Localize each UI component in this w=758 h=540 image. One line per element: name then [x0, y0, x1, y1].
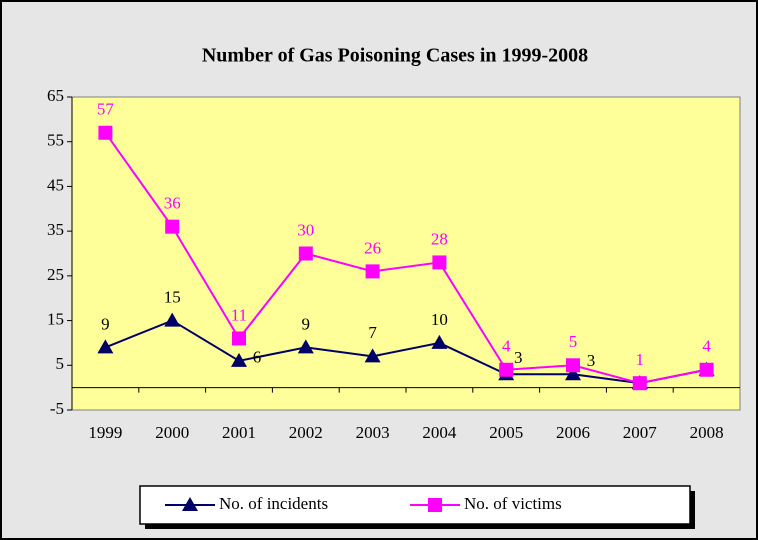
- marker: [298, 246, 313, 261]
- marker: [499, 362, 514, 377]
- x-tick-label: 2006: [556, 423, 590, 442]
- data-label: 4: [502, 337, 511, 356]
- series-line: [104, 132, 707, 385]
- marker: [428, 498, 442, 512]
- x-tick-label: 1999: [88, 423, 122, 442]
- marker: [165, 219, 180, 234]
- marker: [231, 352, 247, 367]
- data-label: 1: [636, 350, 645, 369]
- data-label: 5: [569, 332, 578, 351]
- marker: [432, 255, 447, 270]
- legend-label: No. of incidents: [219, 494, 328, 513]
- marker: [565, 366, 581, 381]
- x-tick-label: 2002: [289, 423, 323, 442]
- marker: [364, 348, 381, 363]
- data-label: 57: [97, 100, 115, 119]
- marker: [97, 339, 114, 354]
- marker: [98, 125, 113, 140]
- data-label: 28: [431, 229, 448, 248]
- y-tick-label: 55: [47, 131, 64, 150]
- data-label: 9: [302, 314, 311, 333]
- data-label: 7: [368, 323, 377, 342]
- data-label: 6: [253, 348, 262, 367]
- marker: [365, 264, 380, 279]
- series-line: [105, 319, 707, 385]
- marker: [182, 497, 198, 511]
- marker: [699, 362, 714, 377]
- marker: [632, 376, 647, 391]
- x-tick-label: 2003: [356, 423, 390, 442]
- data-label: 30: [297, 220, 314, 239]
- x-tick-label: 2000: [155, 423, 189, 442]
- marker: [431, 334, 448, 349]
- data-label: 11: [231, 305, 247, 324]
- x-tick-label: 2005: [489, 423, 523, 442]
- x-tick-label: 2004: [422, 423, 457, 442]
- x-tick-label: 2007: [623, 423, 658, 442]
- data-label: 4: [702, 337, 711, 356]
- marker: [164, 312, 181, 327]
- data-label: 3: [587, 351, 596, 370]
- y-tick-label: 45: [47, 175, 64, 194]
- y-tick-label: -5: [50, 399, 64, 418]
- data-label: 10: [431, 310, 448, 329]
- x-tick-label: 2008: [690, 423, 724, 442]
- x-tick-label: 2001: [222, 423, 256, 442]
- plot-area: [71, 96, 741, 411]
- y-tick-label: 25: [47, 265, 64, 284]
- data-label: 26: [364, 238, 381, 257]
- data-label: 36: [164, 194, 181, 213]
- marker: [566, 358, 580, 373]
- chart-title: Number of Gas Poisoning Cases in 1999-20…: [202, 45, 588, 67]
- marker: [232, 331, 246, 346]
- data-label: 9: [101, 314, 110, 333]
- marker: [297, 339, 314, 354]
- y-tick-label: 35: [47, 220, 64, 239]
- legend-label: No. of victims: [464, 494, 562, 513]
- y-tick-label: 5: [56, 354, 65, 373]
- y-tick-label: 65: [47, 86, 64, 105]
- y-tick-label: 15: [47, 309, 64, 328]
- data-label: 3: [514, 348, 523, 367]
- data-label: 15: [164, 287, 181, 306]
